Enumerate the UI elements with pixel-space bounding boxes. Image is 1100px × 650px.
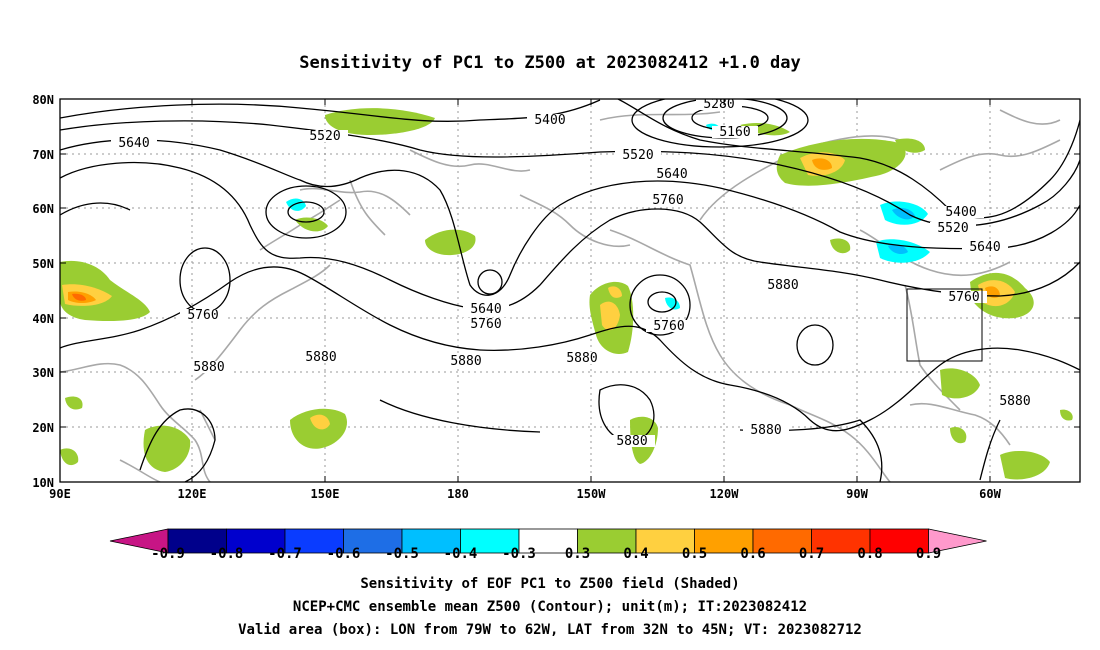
tick-marks: [59, 98, 1080, 483]
map-panel: 5280 5160 5400 5520 5640 5520 5640 5760 …: [32, 93, 1081, 501]
colorbar-segment: [577, 528, 637, 554]
colorbar-label: -0.7: [268, 546, 302, 562]
contour-label: 5640: [118, 136, 149, 151]
contour-label: 5640: [470, 302, 501, 317]
map-background: [60, 99, 1080, 482]
lon-tick-label: 60W: [979, 487, 1001, 501]
lat-tick-label: 40N: [32, 312, 54, 326]
colorbar-segment: [226, 528, 286, 554]
colorbar-label: 0.4: [623, 546, 648, 562]
lon-tick-label: 180: [447, 487, 469, 501]
lon-tick-label: 120W: [710, 487, 740, 501]
contour-label: 5880: [750, 423, 781, 438]
z500-contours: [60, 99, 1080, 482]
contour-label: 5880: [999, 394, 1030, 409]
colorbar: -0.9 -0.8 -0.7 -0.6 -0.5 -0.4 -0.3 0.3 0.4 0.5 0.6…: [109, 528, 987, 562]
colorbar-label: 0.6: [740, 546, 765, 562]
lat-tick-label: 50N: [32, 257, 54, 271]
colorbar-segment: [167, 528, 227, 554]
lat-tick-label: 80N: [32, 93, 54, 107]
colorbar-label: -0.6: [327, 546, 361, 562]
contour-label: 5640: [969, 240, 1000, 255]
lat-tick-label: 30N: [32, 366, 54, 380]
contour-label: 5400: [945, 205, 976, 220]
lon-tick-label: 120E: [178, 487, 207, 501]
contour-label: 5400: [534, 113, 565, 128]
contour-label: 5880: [767, 278, 798, 293]
contour-label: 5760: [948, 290, 979, 305]
contour-label: 5520: [937, 221, 968, 236]
contour-label: 5640: [656, 167, 687, 182]
lat-axis: 80N 70N 60N 50N 40N 30N 20N 10N: [32, 93, 54, 490]
colorbar-segment: [635, 528, 695, 554]
contour-label: 5760: [470, 317, 501, 332]
lon-tick-label: 90E: [49, 487, 71, 501]
colorbar-label: 0.3: [565, 546, 590, 562]
colorbar-label: -0.9: [151, 546, 185, 562]
caption-line-3: Valid area (box): LON from 79W to 62W, L…: [238, 622, 862, 638]
colorbar-segment: [460, 528, 520, 554]
colorbar-label: 0.7: [799, 546, 824, 562]
colorbar-segment: [869, 528, 929, 554]
colorbar-label: 0.5: [682, 546, 707, 562]
colorbar-label: -0.8: [210, 546, 244, 562]
colorbar-label: -0.3: [502, 546, 536, 562]
contour-label: 5880: [193, 360, 224, 375]
contour-label: 5760: [652, 193, 683, 208]
shaded-lightblue: [888, 208, 915, 254]
colorbar-segment: [811, 528, 871, 554]
contour-label: 5520: [622, 148, 653, 163]
contour-label: 5520: [309, 129, 340, 144]
colorbar-label: -0.5: [385, 546, 419, 562]
map-frame: [59, 98, 1081, 483]
contour-label: 5160: [719, 125, 750, 140]
contour-label: 5880: [305, 350, 336, 365]
contour-label: 5760: [187, 308, 218, 323]
caption-line-2: NCEP+CMC ensemble mean Z500 (Contour); u…: [293, 599, 807, 615]
contour-label: 5880: [566, 351, 597, 366]
coastlines: [60, 109, 1061, 482]
contour-label: 5280: [703, 97, 734, 112]
figure-title: Sensitivity of PC1 to Z500 at 2023082412…: [299, 53, 801, 73]
caption-line-1: Sensitivity of EOF PC1 to Z500 field (Sh…: [360, 576, 739, 592]
colorbar-label: -0.4: [444, 546, 478, 562]
lat-tick-label: 10N: [32, 476, 54, 490]
contour-label: 5880: [450, 354, 481, 369]
contour-labels: 5280 5160 5400 5520 5640 5520 5640 5760 …: [111, 97, 1038, 449]
lon-tick-label: 90W: [846, 487, 868, 501]
colorbar-segment: [401, 528, 461, 554]
colorbar-label: 0.9: [916, 546, 941, 562]
lon-tick-label: 150W: [577, 487, 607, 501]
lat-tick-label: 60N: [32, 202, 54, 216]
lat-tick-label: 20N: [32, 421, 54, 435]
colorbar-label: 0.8: [857, 546, 882, 562]
colorbar-right-arrow: [928, 528, 987, 554]
contour-label: 5760: [653, 319, 684, 334]
valid-area-box: [906, 288, 983, 362]
contour-label: 5880: [616, 434, 647, 449]
lon-axis: 90E 120E 150E 180 150W 120W 90W 60W: [49, 487, 1001, 501]
colorbar-segment: [343, 528, 403, 554]
colorbar-segment: [694, 528, 754, 554]
lat-tick-label: 70N: [32, 148, 54, 162]
shaded-red: [72, 293, 86, 301]
lon-tick-label: 150E: [311, 487, 340, 501]
